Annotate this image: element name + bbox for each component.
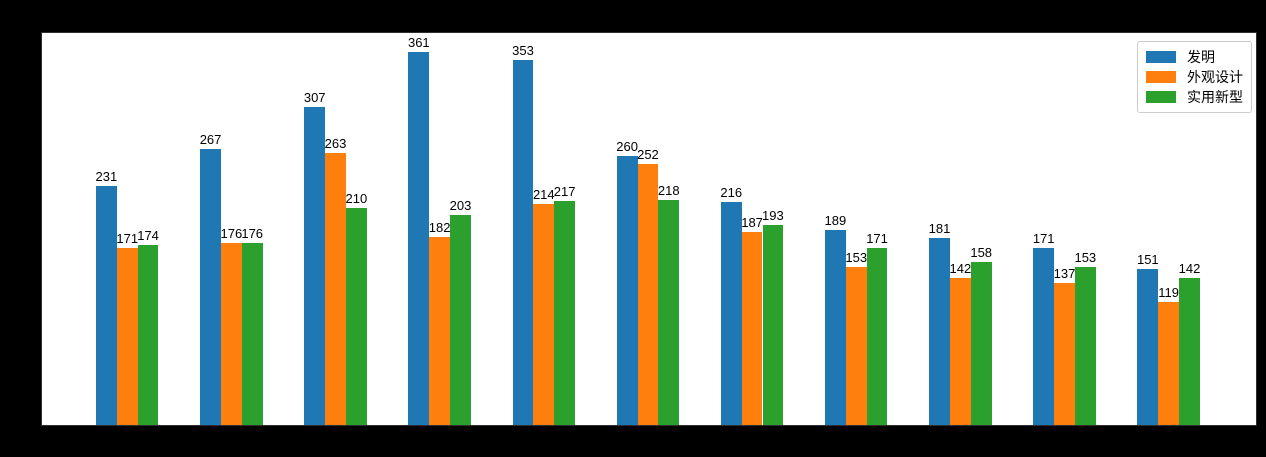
bar xyxy=(450,215,471,425)
bar xyxy=(1033,248,1055,425)
legend-item-shi-yong-xin-xing: 实用新型 xyxy=(1146,87,1243,107)
bar xyxy=(429,236,451,425)
bar-value-label: 218 xyxy=(657,182,680,198)
bar-value-label: 171 xyxy=(1032,231,1055,247)
bar-value-label: 176 xyxy=(220,225,243,241)
bar-value-label: 171 xyxy=(866,231,888,247)
legend-item-wai-guan-she-ji: 外观设计 xyxy=(1146,67,1243,87)
bar-value-label: 187 xyxy=(741,214,763,230)
legend-swatch-green xyxy=(1146,91,1176,103)
bar-value-label: 210 xyxy=(345,190,368,206)
bar-value-label: 193 xyxy=(762,208,784,224)
bar xyxy=(1074,266,1096,425)
bar-value-label: 353 xyxy=(512,42,534,58)
bar xyxy=(533,203,555,425)
bar xyxy=(1179,278,1200,425)
bar xyxy=(949,278,971,425)
bar-value-label: 119 xyxy=(1158,284,1180,300)
bar-value-label: 153 xyxy=(1074,249,1097,265)
legend-label: 发明 xyxy=(1187,49,1215,65)
legend-swatch-blue xyxy=(1146,51,1176,63)
bar xyxy=(325,152,346,425)
bar xyxy=(345,207,367,425)
bar-value-label: 151 xyxy=(1136,251,1159,267)
bar xyxy=(512,59,534,425)
bar-value-label: 267 xyxy=(199,131,222,147)
bar xyxy=(1137,268,1159,425)
bar xyxy=(658,199,680,425)
bar-value-label: 260 xyxy=(616,139,638,155)
legend: 发明 外观设计 实用新型 xyxy=(1137,41,1252,113)
bar-value-label: 203 xyxy=(449,198,472,214)
bar xyxy=(116,248,138,425)
bar-value-label: 214 xyxy=(532,186,555,202)
bar xyxy=(929,237,950,425)
bar-value-label: 142 xyxy=(1178,261,1201,277)
bar xyxy=(200,148,221,425)
bar xyxy=(304,107,326,425)
bar-value-label: 153 xyxy=(845,249,868,265)
bar-value-label: 361 xyxy=(407,34,430,50)
bar-value-label: 189 xyxy=(824,212,847,228)
bar xyxy=(241,242,263,425)
bar-value-label: 217 xyxy=(553,183,576,199)
legend-label: 外观设计 xyxy=(1187,69,1243,85)
bar-value-label: 174 xyxy=(137,228,159,244)
bar xyxy=(720,201,742,425)
bar xyxy=(1158,301,1180,425)
bar xyxy=(637,164,659,425)
bar-value-label: 216 xyxy=(720,184,743,200)
bar xyxy=(220,242,242,425)
bar-value-label: 142 xyxy=(949,261,972,277)
bar xyxy=(616,156,638,425)
bar-value-label: 252 xyxy=(637,147,659,163)
bar xyxy=(408,51,430,425)
legend-swatch-orange xyxy=(1146,71,1176,83)
bar-value-label: 231 xyxy=(95,169,118,185)
bar-value-label: 263 xyxy=(324,135,347,151)
plot-area: 发明 外观设计 实用新型 231 171 174 267 176 176 307 263 210… xyxy=(42,33,1256,425)
bar-value-label: 181 xyxy=(928,220,951,236)
bar-value-label: 137 xyxy=(1053,266,1076,282)
bar xyxy=(970,261,992,425)
bar-value-label: 176 xyxy=(241,225,264,241)
bar xyxy=(741,231,763,425)
bar xyxy=(554,200,576,425)
legend-item-fa-ming: 发明 xyxy=(1146,47,1243,67)
bar xyxy=(824,229,846,425)
bar xyxy=(845,266,867,425)
bar xyxy=(137,245,159,425)
bar-value-label: 307 xyxy=(303,90,326,106)
bar xyxy=(762,225,784,425)
legend-label: 实用新型 xyxy=(1187,89,1243,105)
bar-value-label: 171 xyxy=(116,231,139,247)
bar-value-label: 182 xyxy=(428,219,451,235)
bar xyxy=(96,186,117,425)
bar xyxy=(866,248,888,425)
bar xyxy=(1054,283,1075,425)
bar-value-label: 158 xyxy=(970,244,993,260)
